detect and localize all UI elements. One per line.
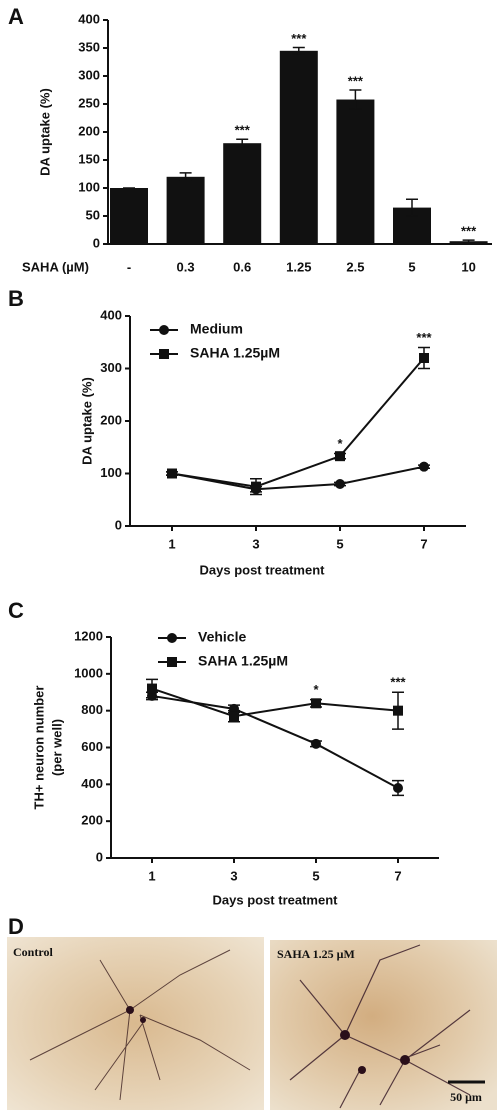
y-tick-label: 0 bbox=[96, 849, 103, 864]
y-tick-label: 200 bbox=[81, 813, 103, 828]
x-tick-label: 3 bbox=[252, 536, 259, 551]
y-axis-label: (per well) bbox=[49, 719, 64, 776]
x-tick-label: 0.3 bbox=[177, 259, 195, 274]
error-bar bbox=[349, 89, 362, 110]
marker bbox=[311, 738, 321, 749]
marker bbox=[311, 698, 321, 709]
x-tick-label: 0.6 bbox=[233, 259, 251, 274]
y-tick-label: 400 bbox=[78, 11, 100, 26]
line bbox=[171, 465, 425, 491]
bar bbox=[166, 176, 205, 244]
bar bbox=[336, 99, 375, 245]
scale-bar-label: 50 μm bbox=[450, 1090, 482, 1104]
y-tick-label: 0 bbox=[115, 517, 122, 532]
significance: *** bbox=[461, 224, 477, 239]
y-tick-label: 600 bbox=[81, 739, 103, 754]
marker bbox=[393, 783, 403, 794]
x-tick-label: 1.25 bbox=[286, 259, 311, 274]
marker bbox=[229, 711, 239, 722]
legend-label: SAHA 1.25µM bbox=[190, 345, 280, 361]
y-axis-label: DA uptake (%) bbox=[37, 88, 52, 176]
significance: *** bbox=[291, 31, 307, 46]
panel-letter: B bbox=[8, 286, 24, 311]
error-bar bbox=[236, 138, 249, 148]
x-tick-label: 2.5 bbox=[346, 259, 364, 274]
legend-marker bbox=[159, 325, 169, 335]
legend-label: Medium bbox=[190, 321, 243, 337]
marker bbox=[335, 451, 345, 462]
legend-label: Vehicle bbox=[198, 629, 246, 645]
legend-marker bbox=[167, 657, 177, 667]
y-axis-label: TH+ neuron number bbox=[31, 686, 46, 810]
x-tick-label: 1 bbox=[148, 868, 155, 883]
bar bbox=[279, 50, 318, 244]
panel-letter: A bbox=[8, 4, 24, 29]
micrograph-right bbox=[270, 940, 497, 1110]
significance: * bbox=[313, 682, 319, 697]
legend-marker bbox=[167, 633, 177, 643]
significance: * bbox=[337, 436, 343, 451]
y-tick-label: 250 bbox=[78, 95, 100, 110]
significance: *** bbox=[416, 330, 432, 345]
y-tick-label: 1000 bbox=[74, 665, 103, 680]
error-bar bbox=[292, 46, 305, 55]
error-bar bbox=[462, 239, 475, 244]
x-axis-label: SAHA (µM) bbox=[22, 259, 89, 274]
significance: *** bbox=[348, 73, 364, 88]
legend-marker bbox=[159, 349, 169, 359]
x-axis-label: Days post treatment bbox=[213, 892, 339, 907]
marker bbox=[419, 353, 429, 363]
y-tick-label: 200 bbox=[100, 412, 122, 427]
line bbox=[171, 357, 425, 488]
legend-label: SAHA 1.25µM bbox=[198, 653, 288, 669]
y-axis-label: DA uptake (%) bbox=[79, 377, 94, 465]
marker bbox=[393, 705, 403, 716]
error-bar bbox=[406, 198, 418, 217]
y-tick-label: 400 bbox=[81, 776, 103, 791]
image-label: Control bbox=[13, 945, 53, 959]
line bbox=[151, 687, 399, 718]
y-tick-label: 200 bbox=[78, 123, 100, 138]
marker bbox=[251, 481, 261, 492]
x-tick-label: 5 bbox=[312, 868, 319, 883]
marker bbox=[419, 461, 429, 472]
y-tick-label: 50 bbox=[86, 207, 100, 222]
marker bbox=[335, 479, 345, 489]
bar bbox=[110, 188, 148, 244]
marker bbox=[167, 468, 177, 479]
bar bbox=[223, 143, 262, 244]
significance: *** bbox=[390, 675, 406, 690]
image-label: SAHA 1.25 μM bbox=[277, 947, 355, 961]
x-axis-label: Days post treatment bbox=[200, 562, 326, 577]
y-tick-label: 150 bbox=[78, 151, 100, 166]
error-bar bbox=[179, 172, 192, 182]
x-tick-label: 7 bbox=[420, 536, 427, 551]
panel-letter: C bbox=[8, 598, 24, 623]
y-tick-label: 400 bbox=[100, 307, 122, 322]
x-tick-label: 5 bbox=[336, 536, 343, 551]
y-tick-label: 350 bbox=[78, 39, 100, 54]
y-tick-label: 100 bbox=[100, 465, 122, 480]
y-tick-label: 0 bbox=[93, 235, 100, 250]
x-tick-label: 1 bbox=[168, 536, 175, 551]
marker bbox=[147, 683, 157, 694]
x-tick-label: 3 bbox=[230, 868, 237, 883]
y-tick-label: 1200 bbox=[74, 628, 103, 643]
x-tick-label: 5 bbox=[408, 259, 415, 274]
y-tick-label: 100 bbox=[78, 179, 100, 194]
x-tick-label: - bbox=[127, 259, 131, 274]
y-tick-label: 300 bbox=[100, 360, 122, 375]
x-tick-label: 10 bbox=[461, 259, 475, 274]
y-tick-label: 800 bbox=[81, 702, 103, 717]
micrograph-left bbox=[7, 937, 264, 1110]
panel-letter: D bbox=[8, 914, 24, 939]
x-tick-label: 7 bbox=[394, 868, 401, 883]
y-tick-label: 300 bbox=[78, 67, 100, 82]
significance: *** bbox=[235, 123, 251, 138]
